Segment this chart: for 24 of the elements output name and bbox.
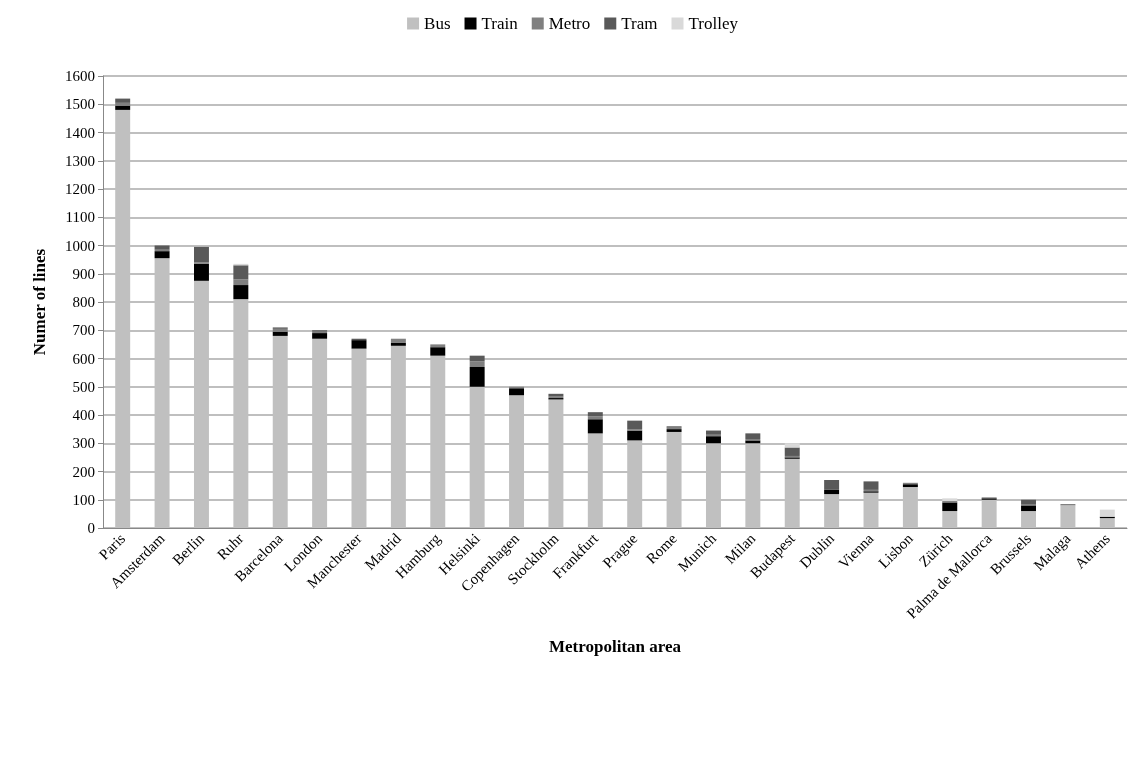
- y-tick-label: 1100: [65, 209, 95, 226]
- y-tick-label: 500: [72, 378, 95, 395]
- y-tick-label: 1000: [65, 237, 95, 254]
- y-tick-label: 1600: [65, 68, 95, 84]
- y-tick-label: 800: [72, 294, 95, 310]
- y-tick-label: 300: [72, 435, 95, 452]
- y-tick-label: 200: [72, 463, 95, 480]
- y-tick-label: 1200: [65, 181, 95, 197]
- y-tick-label: 1400: [65, 124, 95, 141]
- legend-label: Metro: [548, 14, 591, 33]
- y-tick-label: 0: [87, 520, 95, 536]
- y-tick-label: 1300: [65, 152, 95, 169]
- y-tick-label: 900: [72, 265, 95, 282]
- y-tick-label: 700: [72, 322, 95, 339]
- y-tick-label: 600: [72, 350, 95, 367]
- x-axis-title: Metropolitan area: [548, 637, 682, 656]
- y-tick-label: 400: [72, 407, 95, 423]
- legend-label: Bus: [424, 14, 451, 33]
- y-axis-title: Numer of lines: [30, 248, 49, 356]
- y-tick-label: 1500: [65, 96, 95, 113]
- legend-label: Trolley: [688, 14, 739, 33]
- legend-label: Tram: [621, 14, 658, 33]
- y-tick-label: 100: [72, 491, 95, 508]
- legend-label: Train: [481, 14, 519, 33]
